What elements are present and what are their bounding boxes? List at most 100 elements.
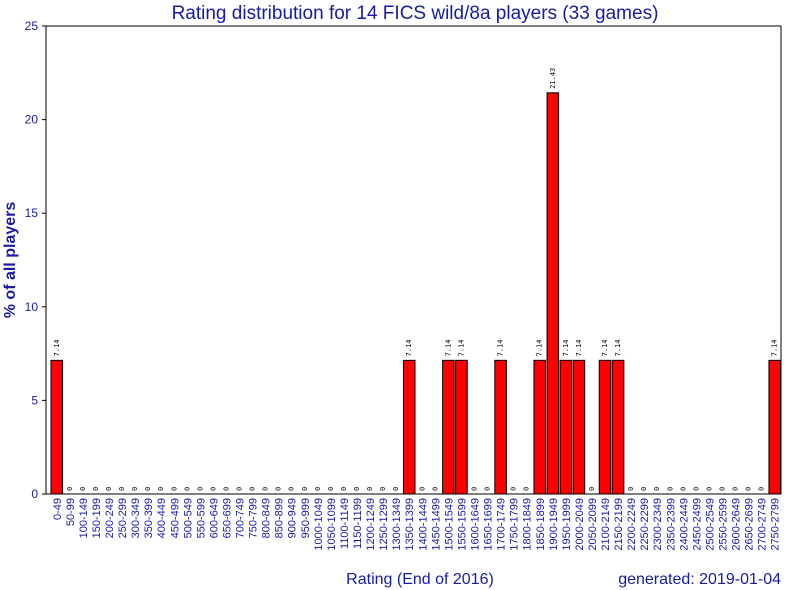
x-tick-label: 1450-1499 <box>430 498 442 551</box>
bar-value-label: 7.14 <box>457 339 465 356</box>
bar-value-label: 0 <box>666 487 674 491</box>
x-tick-label: 200-249 <box>104 498 116 538</box>
x-tick-label: 1600-1649 <box>469 498 481 551</box>
x-tick-label: 2650-2699 <box>744 498 756 551</box>
bar-value-label: 0 <box>510 487 518 491</box>
x-tick-label: 1150-1199 <box>352 498 364 549</box>
x-tick-label: 600-649 <box>208 498 220 538</box>
bar <box>572 359 586 495</box>
x-tick-label: 1800-1849 <box>522 498 534 551</box>
x-axis-label: Rating (End of 2016) <box>346 571 494 588</box>
x-tick-label: 2300-2349 <box>652 498 664 551</box>
bar-value-label: 0 <box>275 487 283 491</box>
x-tick-label: 2400-2449 <box>678 498 690 551</box>
bar-value-label: 0 <box>222 487 230 491</box>
generated-date: generated: 2019-01-04 <box>618 571 781 588</box>
bar-value-label: 0 <box>288 487 296 491</box>
bar-value-label: 0 <box>236 487 244 491</box>
bar-value-label: 0 <box>196 487 204 491</box>
x-tick-label: 400-449 <box>156 498 168 538</box>
x-tick-label: 350-399 <box>143 498 155 538</box>
x-tick-label: 50-99 <box>65 498 77 526</box>
x-tick-label: 100-149 <box>78 498 90 538</box>
y-tick-label: 10 <box>25 300 39 314</box>
bar-value-label: 0 <box>314 487 322 491</box>
x-tick-label: 700-749 <box>235 498 247 538</box>
bar-value-label: 0 <box>131 487 139 491</box>
x-tick-label: 800-849 <box>261 498 273 538</box>
bar-value-label: 0 <box>705 487 713 491</box>
x-tick-label: 1550-1599 <box>456 498 468 551</box>
bar-value-label: 7.14 <box>562 339 570 356</box>
x-tick-label: 1000-1049 <box>313 498 325 551</box>
x-tick-label: 2000-2049 <box>574 498 586 551</box>
bar-value-label: 7.14 <box>444 339 452 356</box>
x-tick-label: 0-49 <box>52 498 64 520</box>
x-tick-label: 1250-1299 <box>378 498 390 551</box>
x-tick-label: 950-999 <box>300 498 312 538</box>
y-axis-ticks: 0 5 10 15 20 25 <box>25 19 46 501</box>
bar-value-label: 0 <box>627 487 635 491</box>
bar-value-label: 0 <box>79 487 87 491</box>
bar-value-label: 0 <box>66 487 74 491</box>
bar-value-label: 7.14 <box>405 339 413 356</box>
x-tick-label: 550-599 <box>195 498 207 538</box>
bar-value-label: 0 <box>640 487 648 491</box>
bar-value-label: 0 <box>170 487 178 491</box>
bar-value-label: 21.43 <box>549 68 557 89</box>
x-tick-label: 250-299 <box>117 498 129 538</box>
y-axis-label: % of all players <box>2 202 19 319</box>
x-tick-label: 2500-2549 <box>704 498 716 551</box>
bar <box>546 92 560 495</box>
bar-value-label: 0 <box>144 487 152 491</box>
bar-value-label: 0 <box>732 487 740 491</box>
y-tick-label: 20 <box>25 113 39 127</box>
bar-value-label: 0 <box>484 487 492 491</box>
bar <box>442 359 455 495</box>
bar-value-label: 0 <box>758 487 766 491</box>
bar-value-label: 7.14 <box>614 339 622 356</box>
x-tick-label: 2450-2499 <box>691 498 703 551</box>
x-tick-label: 1350-1399 <box>404 498 416 551</box>
x-tick-label: 2350-2399 <box>665 498 677 551</box>
x-tick-label: 450-499 <box>169 498 181 538</box>
bars <box>50 92 781 495</box>
bar <box>402 359 416 495</box>
x-tick-label: 1300-1349 <box>391 498 403 551</box>
bar-value-label: 0 <box>719 487 727 491</box>
bar-value-label: 7.14 <box>536 339 544 356</box>
y-tick-label: 0 <box>31 487 38 501</box>
bar-value-label: 7.14 <box>53 339 61 356</box>
x-tick-label: 1100-1149 <box>339 498 351 549</box>
bar-value-label: 7.14 <box>771 339 779 356</box>
bar-value-label: 0 <box>118 487 126 491</box>
x-tick-label: 2750-2799 <box>770 498 782 551</box>
bar-value-label: 0 <box>379 487 387 491</box>
bar-value-label: 0 <box>588 487 596 491</box>
x-tick-label: 1950-1999 <box>561 498 573 551</box>
x-tick-label: 750-799 <box>248 498 260 538</box>
bar <box>50 359 64 495</box>
bar-value-label: 0 <box>745 487 753 491</box>
x-tick-label: 150-199 <box>91 498 103 538</box>
x-tick-label: 2600-2649 <box>731 498 743 551</box>
x-tick-label: 1750-1799 <box>509 498 521 551</box>
x-axis-tick-labels: 0-49 50-99 100-149 150-199 200-249 250-299 300… <box>52 498 782 551</box>
bar-value-label: 0 <box>692 487 700 491</box>
bar <box>533 359 547 495</box>
bar-value-label: 0 <box>392 487 400 491</box>
y-tick-label: 15 <box>25 206 39 220</box>
bar-value-label: 0 <box>523 487 531 491</box>
bar-value-label: 0 <box>262 487 270 491</box>
bar-value-label: 0 <box>366 487 374 491</box>
x-tick-label: 2250-2299 <box>639 498 651 551</box>
x-tick-label: 2200-2249 <box>626 498 638 551</box>
bar-value-label: 0 <box>92 487 100 491</box>
x-tick-label: 1850-1899 <box>535 498 547 551</box>
x-tick-label: 300-349 <box>130 498 142 538</box>
x-tick-label: 1900-1949 <box>548 498 560 551</box>
bar-value-label: 0 <box>470 487 478 491</box>
y-tick-label: 5 <box>31 393 38 407</box>
x-tick-label: 500-549 <box>182 498 194 538</box>
